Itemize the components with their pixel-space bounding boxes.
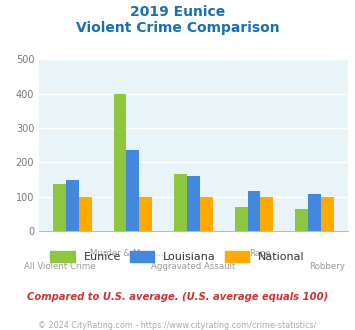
Bar <box>79 197 92 231</box>
Text: Rape: Rape <box>249 249 271 258</box>
Bar <box>66 180 79 231</box>
Text: Robbery: Robbery <box>309 262 345 271</box>
Bar <box>248 191 261 231</box>
Bar <box>321 197 334 231</box>
Text: Compared to U.S. average. (U.S. average equals 100): Compared to U.S. average. (U.S. average … <box>27 292 328 302</box>
Text: 2019 Eunice: 2019 Eunice <box>130 5 225 19</box>
Text: © 2024 CityRating.com - https://www.cityrating.com/crime-statistics/: © 2024 CityRating.com - https://www.city… <box>38 321 317 330</box>
Bar <box>139 197 152 231</box>
Legend: Eunice, Louisiana, National: Eunice, Louisiana, National <box>46 247 309 267</box>
Text: All Violent Crime: All Violent Crime <box>24 262 96 271</box>
Bar <box>261 197 273 231</box>
Bar <box>200 197 213 231</box>
Bar <box>126 150 139 231</box>
Text: Violent Crime Comparison: Violent Crime Comparison <box>76 21 279 35</box>
Bar <box>53 183 66 231</box>
Text: Aggravated Assault: Aggravated Assault <box>151 262 236 271</box>
Bar <box>187 176 200 231</box>
Bar <box>174 174 187 231</box>
Bar <box>308 194 321 231</box>
Text: Murder & Mans...: Murder & Mans... <box>90 249 164 258</box>
Bar <box>235 207 248 231</box>
Bar <box>114 94 126 231</box>
Bar <box>295 209 308 231</box>
